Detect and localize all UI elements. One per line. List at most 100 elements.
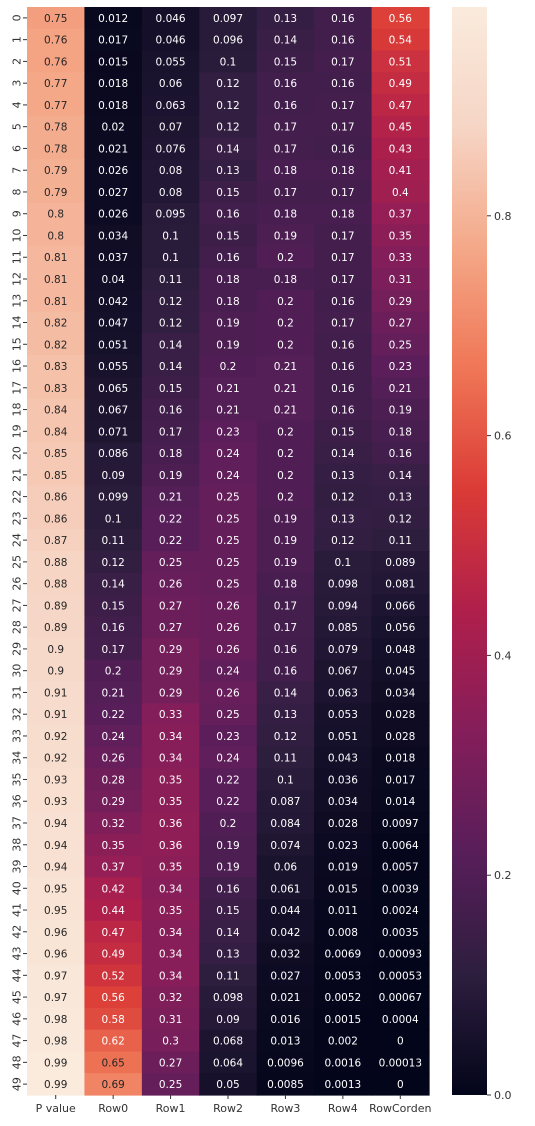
cell-value-label: 0.96 xyxy=(44,949,68,961)
heatmap-cell xyxy=(199,768,258,791)
heatmap-cell xyxy=(199,942,258,966)
cell-value-label: 0.018 xyxy=(98,100,128,112)
cell-value-label: 0.12 xyxy=(101,557,124,569)
cell-value-label: 0.13 xyxy=(216,949,239,961)
heatmap-cell xyxy=(199,551,258,574)
cell-value-label: 0.95 xyxy=(44,883,67,895)
heatmap-cell xyxy=(141,50,200,73)
cell-value-label: 0.28 xyxy=(101,774,124,786)
heatmap-cell xyxy=(314,159,373,182)
y-tick-label: 3 xyxy=(11,80,24,87)
cell-value-label: 0.26 xyxy=(216,687,240,699)
heatmap-cell xyxy=(27,768,86,791)
heatmap-cell xyxy=(314,899,373,922)
heatmap-cell xyxy=(314,681,373,704)
y-tick-label: 27 xyxy=(11,598,24,612)
heatmap-cell xyxy=(314,920,373,944)
cell-value-label: 0.008 xyxy=(328,927,358,939)
y-tick-label: 26 xyxy=(11,577,24,591)
cell-value-label: 0.086 xyxy=(98,448,128,460)
cell-value-label: 0.053 xyxy=(328,709,358,721)
cell-value-label: 0.14 xyxy=(274,687,298,699)
cell-value-label: 0.47 xyxy=(101,927,124,939)
cell-value-label: 0.17 xyxy=(331,274,354,286)
heatmap-cell xyxy=(199,986,258,1009)
heatmap-cell xyxy=(141,833,200,857)
cell-value-label: 0.27 xyxy=(159,622,182,634)
heatmap-cell xyxy=(314,50,373,73)
cell-value-label: 0.36 xyxy=(159,840,183,852)
cell-value-label: 0.11 xyxy=(159,274,182,286)
cell-value-label: 0.82 xyxy=(44,339,67,351)
heatmap-cell-labels: 0.75 0.012 0.046 0.097 0.13 0.16 0.56 0.76 0.017… xyxy=(44,13,422,1091)
heatmap-cell xyxy=(256,137,315,160)
heatmap-cell xyxy=(256,50,315,73)
heatmap-cell xyxy=(141,333,200,356)
y-tick-label: 43 xyxy=(11,947,24,961)
cell-value-label: 0.065 xyxy=(98,383,128,395)
cell-value-label: 0.81 xyxy=(44,296,67,308)
cell-value-label: 0.042 xyxy=(270,927,300,939)
cell-value-label: 0.17 xyxy=(331,122,354,134)
heatmap-cell xyxy=(256,355,315,378)
cell-value-label: 0.098 xyxy=(328,579,358,591)
y-tick-label: 15 xyxy=(11,337,24,351)
colorbar-tick-label: 0.8 xyxy=(494,210,512,223)
heatmap-cell xyxy=(314,181,373,204)
cell-value-label: 0.076 xyxy=(156,143,186,155)
heatmap-cell xyxy=(371,50,430,73)
cell-value-label: 0.026 xyxy=(98,209,128,221)
heatmap-cell xyxy=(84,159,143,182)
heatmap-cell xyxy=(371,703,430,726)
cell-value-label: 0.51 xyxy=(389,56,412,68)
heatmap-cell xyxy=(199,877,258,900)
cell-value-label: 0.0057 xyxy=(382,862,419,874)
cell-value-label: 0.34 xyxy=(159,731,183,743)
cell-value-label: 0.25 xyxy=(216,709,239,721)
heatmap-cell xyxy=(371,877,430,900)
heatmap-cell xyxy=(27,964,86,987)
cell-value-label: 0.94 xyxy=(44,840,68,852)
cell-value-label: 0.12 xyxy=(216,122,239,134)
cell-value-label: 0.16 xyxy=(331,35,355,47)
heatmap-cell xyxy=(256,638,315,661)
heatmap-cell xyxy=(314,333,373,356)
heatmap-cell xyxy=(84,1051,143,1074)
heatmap-cell xyxy=(314,833,373,857)
cell-value-label: 0.021 xyxy=(98,143,128,155)
cell-value-label: 0.023 xyxy=(328,840,358,852)
y-tick-label: 30 xyxy=(11,664,24,678)
cell-value-label: 0.37 xyxy=(389,209,412,221)
heatmap-cell xyxy=(141,942,200,966)
cell-value-label: 0.19 xyxy=(159,470,182,482)
heatmap-cell xyxy=(314,964,373,987)
heatmap-cell xyxy=(141,289,200,313)
heatmap-cell xyxy=(141,72,200,95)
heatmap-cell xyxy=(371,485,430,509)
cell-value-label: 0.13 xyxy=(274,709,297,721)
heatmap-cell xyxy=(141,790,200,813)
heatmap-cell xyxy=(27,529,86,552)
heatmap-cell xyxy=(371,659,430,683)
heatmap-cell xyxy=(371,463,430,487)
cell-value-label: 0.4 xyxy=(392,187,409,199)
cell-value-label: 0.0013 xyxy=(324,1079,361,1091)
heatmap-cell xyxy=(84,246,143,269)
cell-value-label: 0.16 xyxy=(159,405,183,417)
heatmap-cell xyxy=(314,376,373,400)
cell-value-label: 0.06 xyxy=(274,862,298,874)
heatmap-cell xyxy=(141,224,200,247)
heatmap-cell xyxy=(256,920,315,944)
heatmap-cell xyxy=(27,920,86,944)
heatmap-cell xyxy=(27,703,86,726)
cell-value-label: 0.2 xyxy=(277,448,294,460)
cell-value-label: 0.12 xyxy=(216,78,239,90)
cell-value-label: 0.56 xyxy=(101,992,125,1004)
cell-value-label: 0.19 xyxy=(216,318,239,330)
cell-value-label: 0.066 xyxy=(385,600,415,612)
colorbar-tick-label: 0.0 xyxy=(494,1089,512,1102)
heatmap-cell xyxy=(371,7,430,30)
heatmap-cell xyxy=(314,812,373,835)
heatmap-cell xyxy=(314,28,373,52)
